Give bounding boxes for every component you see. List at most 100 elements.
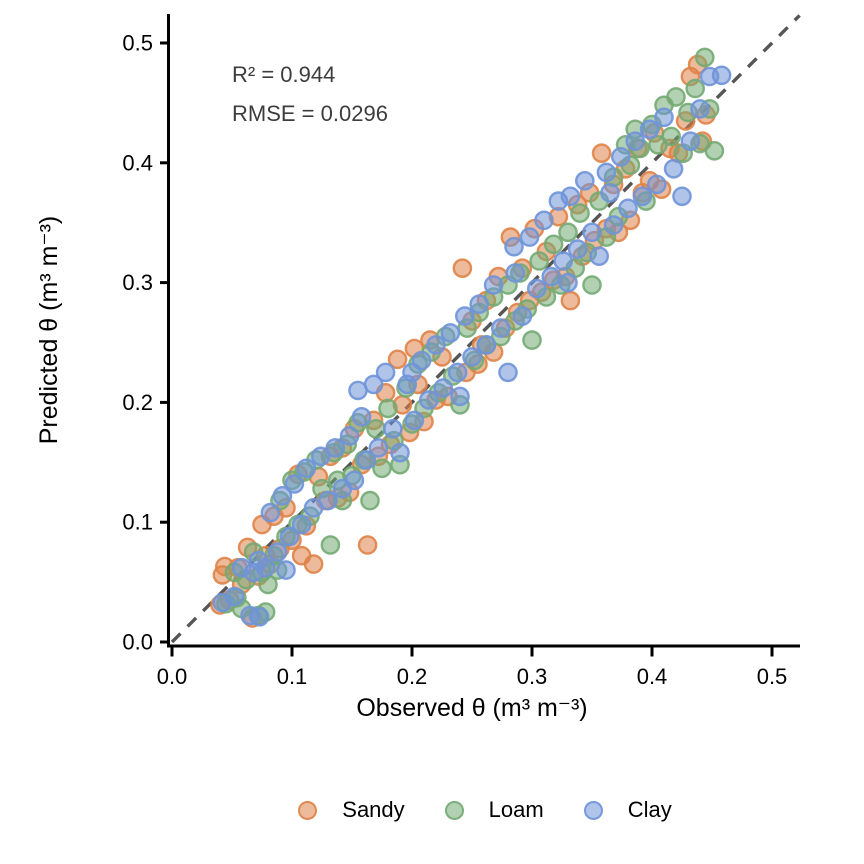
legend-item-loam: Loam	[444, 797, 544, 823]
data-point	[603, 215, 624, 235]
data-point	[711, 65, 732, 86]
data-point	[404, 410, 425, 431]
data-point	[589, 246, 610, 267]
data-point	[541, 266, 562, 287]
data-point	[357, 535, 378, 555]
data-point	[661, 126, 682, 147]
data-point	[260, 502, 281, 523]
data-point	[618, 198, 638, 219]
data-point	[611, 146, 631, 167]
data-point	[504, 236, 524, 257]
data-point	[447, 362, 468, 383]
x-tick-label: 0.1	[277, 664, 308, 689]
data-point	[680, 131, 701, 151]
data-point	[558, 222, 578, 243]
data-point	[596, 162, 617, 183]
data-point	[560, 290, 581, 311]
data-point	[685, 78, 706, 99]
data-point	[450, 386, 470, 407]
y-tick-label: 0.4	[122, 150, 153, 175]
data-point	[318, 490, 338, 511]
legend-item-sandy: Sandy	[298, 797, 405, 823]
data-point	[284, 474, 305, 494]
data-point	[366, 418, 386, 439]
data-point	[360, 490, 380, 511]
data-point	[663, 158, 684, 179]
data-point	[639, 119, 660, 140]
data-point	[582, 275, 602, 295]
data-point	[469, 294, 490, 315]
x-tick-label: 0.0	[157, 664, 188, 689]
data-point	[411, 350, 432, 371]
data-point	[462, 347, 482, 367]
y-tick-label: 0.1	[122, 510, 153, 535]
data-point	[575, 170, 595, 191]
series-clay	[212, 65, 732, 627]
data-point	[267, 542, 288, 562]
data-point	[690, 99, 710, 119]
data-point	[490, 318, 511, 338]
data-point	[498, 362, 518, 383]
data-point	[258, 574, 278, 595]
data-point	[310, 446, 331, 467]
legend-label-sandy: Sandy	[342, 797, 405, 822]
data-point	[279, 526, 300, 547]
legend: Sandy Loam Clay	[106, 797, 864, 823]
loam-dot-icon	[444, 800, 464, 820]
y-tick-label: 0.3	[122, 270, 153, 295]
data-point	[570, 203, 590, 223]
data-point	[567, 239, 588, 259]
data-point	[553, 251, 574, 271]
data-point	[695, 47, 715, 68]
data-point	[529, 251, 550, 271]
legend-label-loam: Loam	[488, 797, 544, 822]
data-point	[600, 182, 620, 203]
identity-line	[170, 14, 801, 644]
data-point	[276, 560, 296, 580]
x-tick-label: 0.5	[757, 664, 788, 689]
legend-label-clay: Clay	[627, 797, 672, 822]
rmse-annotation: RMSE = 0.0296	[232, 101, 388, 126]
x-tick-label: 0.2	[397, 664, 428, 689]
data-point	[666, 87, 686, 107]
data-point	[255, 557, 276, 578]
y-tick-label: 0.2	[122, 390, 153, 415]
data-point	[560, 186, 581, 207]
data-point	[351, 406, 372, 427]
data-point	[654, 107, 674, 128]
data-point	[382, 418, 403, 439]
data-point	[558, 272, 578, 293]
data-point	[344, 470, 365, 491]
data-point	[543, 234, 564, 255]
data-point	[582, 222, 602, 243]
data-point	[356, 450, 377, 470]
data-point	[534, 210, 554, 231]
x-tick-label: 0.4	[637, 664, 668, 689]
y-tick-label: 0.0	[122, 630, 153, 655]
clay-dot-icon	[583, 800, 603, 820]
sandy-dot-icon	[298, 800, 318, 820]
data-point	[452, 258, 473, 279]
data-point	[368, 438, 389, 458]
data-point	[454, 306, 475, 326]
x-axis-title: Observed θ (m³ m⁻³)	[356, 694, 588, 722]
data-point	[505, 263, 526, 283]
data-point	[296, 458, 317, 479]
data-point	[426, 335, 446, 355]
data-point	[339, 426, 360, 446]
data-point	[291, 514, 312, 535]
data-point	[372, 458, 392, 479]
data-point	[519, 227, 540, 247]
data-point	[476, 335, 497, 355]
data-point	[483, 275, 504, 295]
data-point	[522, 330, 542, 350]
data-point	[272, 485, 293, 506]
data-point	[625, 131, 646, 151]
data-point	[647, 174, 667, 195]
y-tick-label: 0.5	[122, 31, 153, 56]
data-point	[440, 323, 461, 343]
data-point	[249, 607, 270, 627]
data-point	[591, 143, 612, 163]
